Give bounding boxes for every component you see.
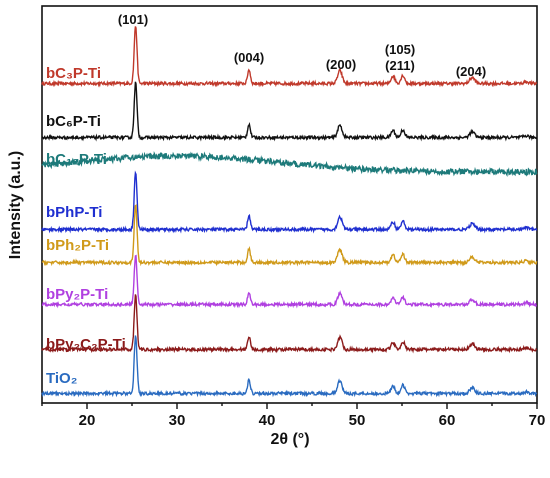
series-line — [41, 204, 538, 267]
series-line — [41, 81, 538, 142]
peak-label: (204) — [456, 64, 486, 79]
series-label: bPh₂P-Ti — [46, 237, 109, 254]
x-axis-title: 2θ (°) — [270, 431, 309, 448]
plot-frame — [41, 5, 538, 404]
series-line — [41, 151, 538, 178]
series-label: bC₃P-Ti — [46, 65, 101, 82]
peak-label: (211) — [385, 58, 415, 73]
series-label: bC₆P-Ti — [46, 113, 101, 130]
x-tick-label: 30 — [169, 412, 186, 429]
series-line — [41, 254, 538, 309]
peak-label: (200) — [326, 57, 356, 72]
x-tick-label: 70 — [529, 412, 546, 429]
series-label: bPy₂P-Ti — [46, 286, 108, 303]
series-traces — [41, 26, 538, 398]
peak-label: (105) — [385, 42, 415, 57]
x-tick-label: 50 — [349, 412, 366, 429]
series-label: TiO₂ — [46, 370, 77, 387]
series-line — [41, 170, 538, 234]
series-line — [41, 294, 538, 354]
x-axis: 20 30 40 50 60 70 — [41, 403, 546, 429]
x-tick-label: 40 — [259, 412, 276, 429]
series-line — [41, 335, 538, 398]
series-labels: bC₃P-Ti bC₆P-Ti bC₁₂P-Ti bPhP-Ti bPh₂P-Ti bPy… — [46, 65, 126, 387]
series-line — [41, 26, 538, 88]
series-label: bPhP-Ti — [46, 204, 102, 221]
peak-label: (004) — [234, 50, 264, 65]
x-tick-label: 20 — [79, 412, 96, 429]
series-label: bC₁₂P-Ti — [46, 151, 107, 168]
y-axis-title: Intensity (a.u.) — [7, 151, 24, 259]
series-label: bPy₂C₂P-Ti — [46, 336, 126, 353]
peak-labels: (101) (004) (200) (105)(211) (204) — [118, 12, 486, 79]
x-tick-label: 60 — [439, 412, 456, 429]
peak-label: (101) — [118, 12, 148, 27]
